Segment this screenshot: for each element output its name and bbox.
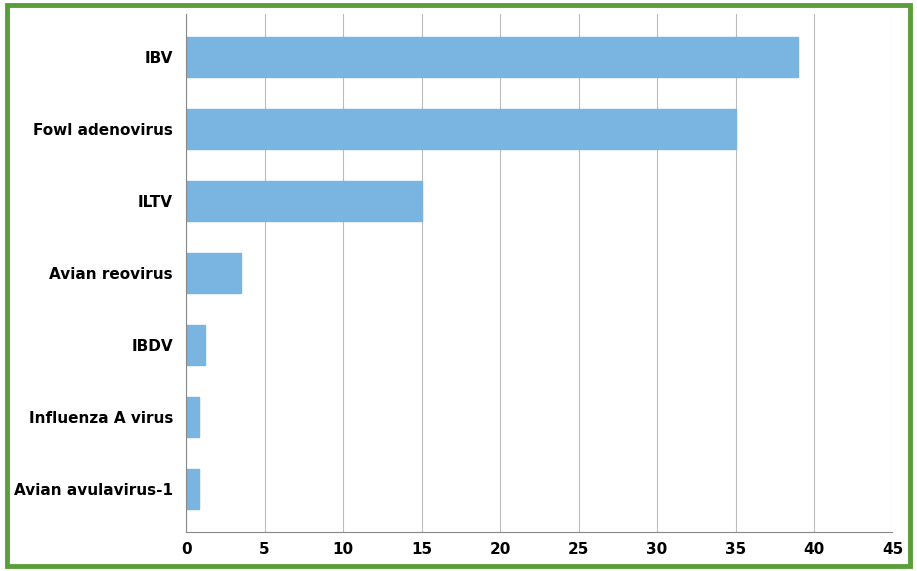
Bar [186,397,199,437]
Bar [186,38,799,77]
Bar [186,182,422,221]
Bar [186,254,241,293]
Bar [186,110,735,149]
Bar [186,469,199,509]
Bar [186,325,204,365]
